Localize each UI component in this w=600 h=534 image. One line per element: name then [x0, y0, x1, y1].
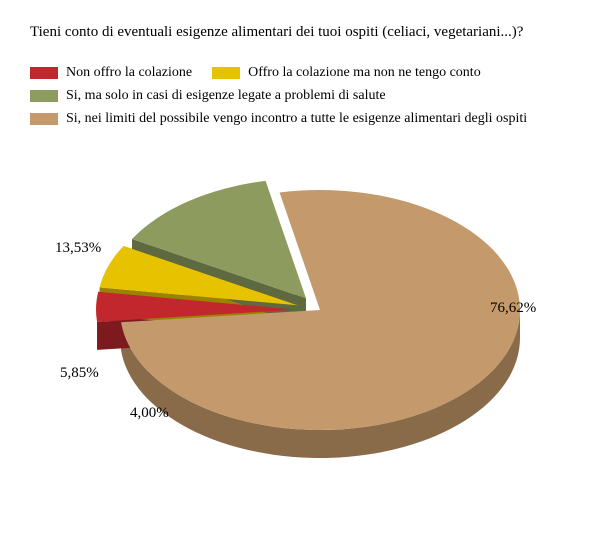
pie-chart: 13,53% 5,85% 4,00% 76,62%: [0, 130, 600, 529]
chart-title: Tieni conto di eventuali esigenze alimen…: [30, 24, 570, 41]
legend-label: Non offro la colazione: [66, 62, 192, 83]
slice-label-si-tutte: 76,62%: [490, 300, 536, 317]
slice-label-si-salute: 13,53%: [55, 240, 101, 257]
legend: Non offro la colazione Offro la colazion…: [30, 62, 580, 131]
legend-swatch: [30, 113, 58, 125]
slice-label-offro-no: 5,85%: [60, 365, 99, 382]
legend-item: Si, nei limiti del possibile vengo incon…: [30, 108, 527, 129]
slice-label-non-offro: 4,00%: [130, 405, 169, 422]
legend-swatch: [30, 90, 58, 102]
legend-swatch: [30, 67, 58, 79]
legend-label: Offro la colazione ma non ne tengo conto: [248, 62, 481, 83]
legend-label: Si, nei limiti del possibile vengo incon…: [66, 108, 527, 129]
legend-item: Si, ma solo in casi di esigenze legate a…: [30, 85, 386, 106]
legend-item: Non offro la colazione: [30, 62, 192, 83]
legend-label: Si, ma solo in casi di esigenze legate a…: [66, 85, 386, 106]
legend-swatch: [212, 67, 240, 79]
legend-item: Offro la colazione ma non ne tengo conto: [212, 62, 481, 83]
